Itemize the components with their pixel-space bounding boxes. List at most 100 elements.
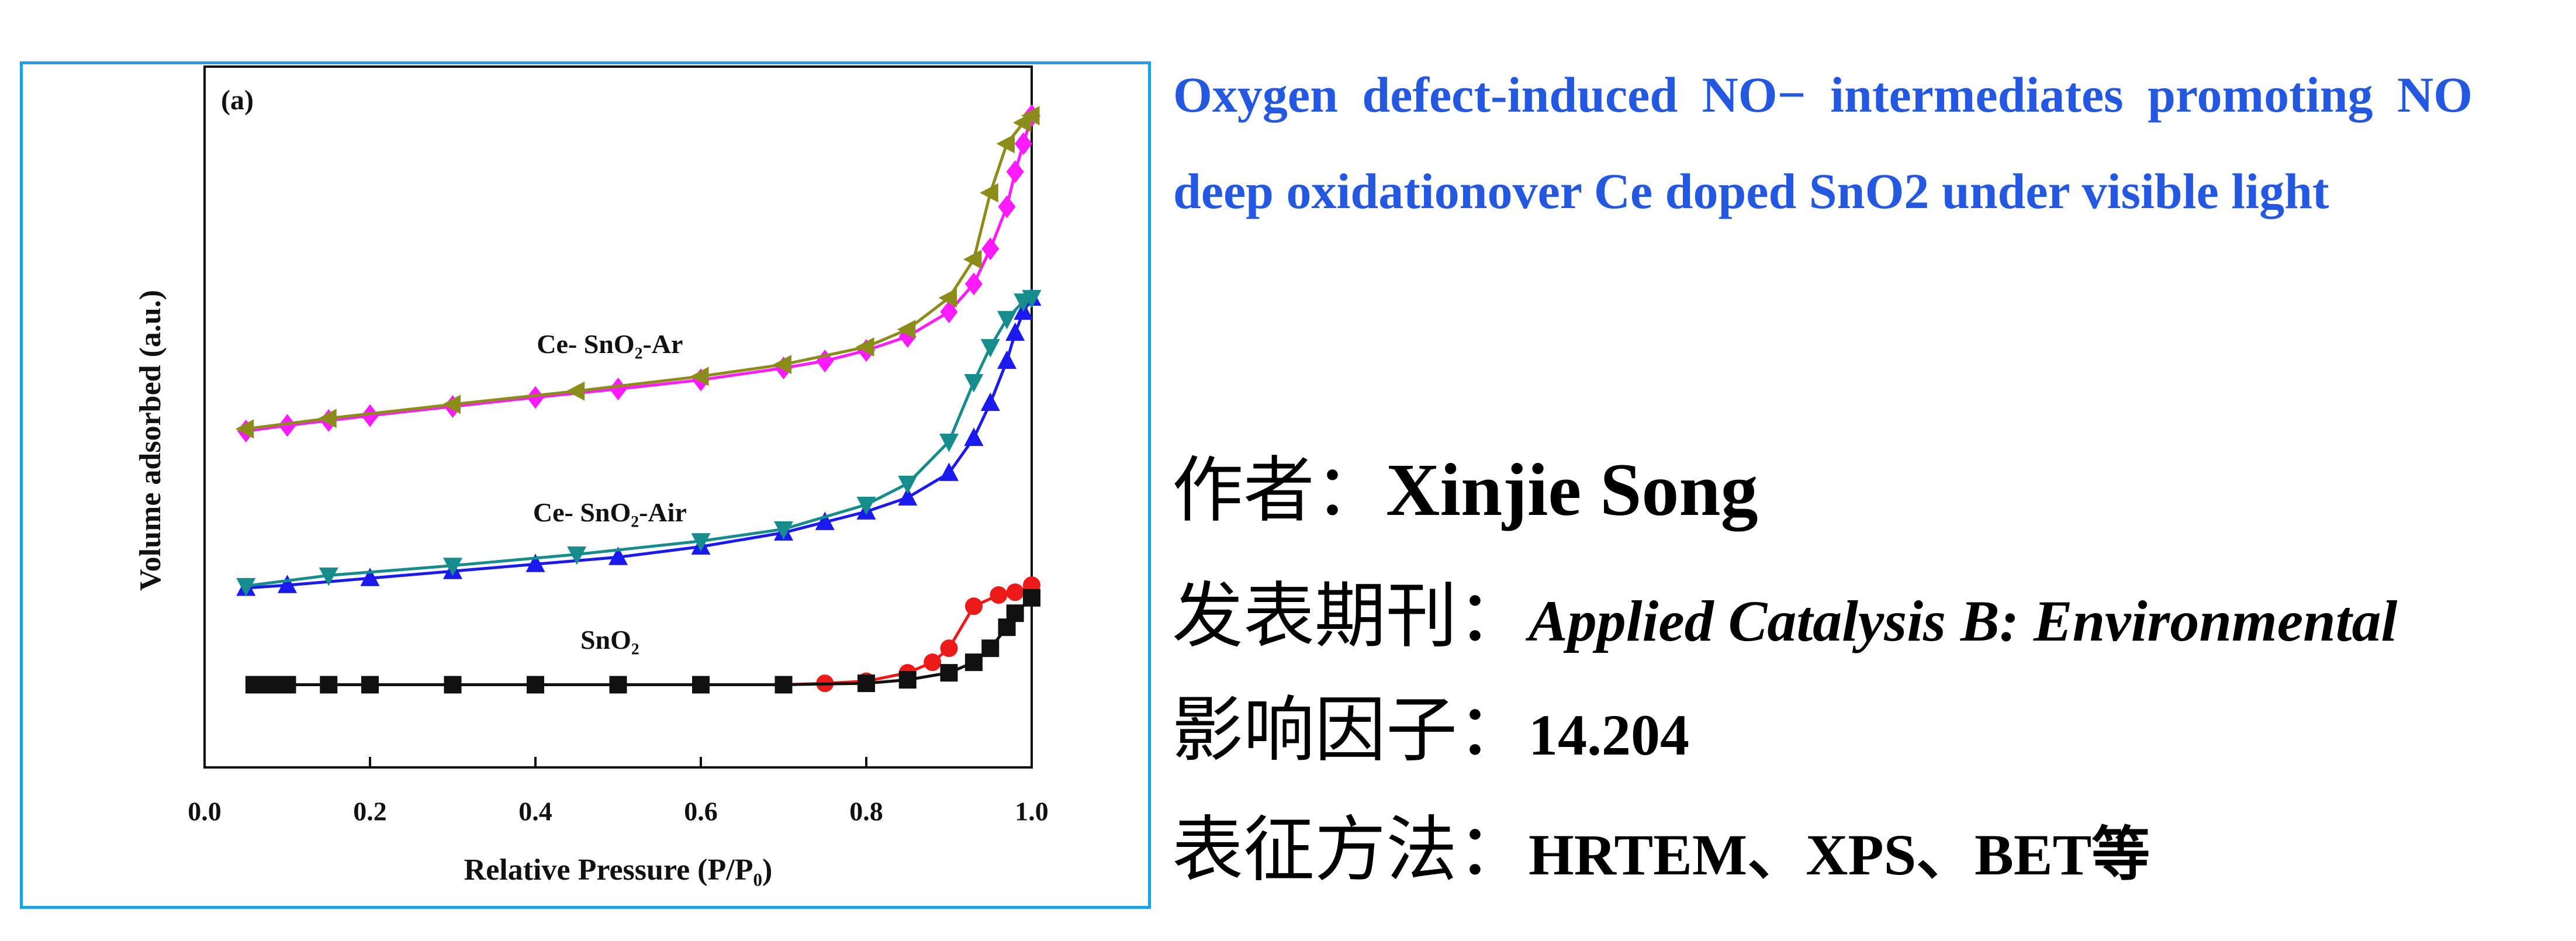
marker [964,597,983,615]
x-tick-label: 0.2 [353,797,387,826]
field-value: Xinjie Song [1386,448,1758,531]
field-value: HRTEM、XPS、BET等 [1529,822,2150,887]
series-line [246,115,1033,431]
marker [278,414,296,437]
marker [443,558,462,576]
marker [816,350,834,373]
marker [236,577,256,597]
marker [320,676,338,694]
panel-label: (a) [221,85,254,116]
marker [940,300,958,324]
field-label: 影响因子： [1172,691,1529,770]
marker [897,320,916,340]
marker [1014,132,1032,155]
field: 影响因子：14.204 [1172,672,1689,776]
marker [318,409,337,428]
marker [856,496,876,516]
marker [980,339,1000,358]
field-value: Applied Catalysis B: Environmental [1529,589,2398,653]
field-label: 发表期刊： [1172,577,1529,656]
marker [964,272,983,296]
paper-title: Oxygen defect-induced NO− intermediates … [1173,67,2473,219]
field: 表征方法：HRTEM、XPS、BET等 [1172,792,2150,895]
marker [1006,160,1024,184]
plot-frame [203,65,1033,769]
marker [567,546,587,565]
marker [608,546,628,565]
marker [1006,583,1024,601]
marker [990,586,1008,604]
marker [964,374,984,393]
field-label: 作者： [1172,452,1386,531]
marker [998,195,1016,219]
marker [609,378,627,401]
field-value: 14.204 [1529,703,1689,767]
marker [938,288,957,308]
y-axis-label: Volume adsorbed (a.u.) [134,290,167,591]
marker [262,676,280,694]
x-tick-label: 0.6 [684,797,718,826]
marker [245,676,263,694]
field: 作者：Xinjie Song [1172,433,1758,536]
marker [527,676,544,694]
marker [981,639,1000,658]
series-label: Ce- SnO₂-Ar [537,329,683,359]
marker [1021,106,1040,126]
series-label: SnO₂ [580,625,639,655]
marker [361,676,379,694]
marker [997,311,1017,330]
marker [856,337,874,357]
marker [964,427,984,446]
marker [235,419,254,439]
marker [566,381,585,401]
field-label: 表征方法： [1172,811,1529,890]
marker [1023,589,1040,607]
marker [444,676,462,694]
marker [774,676,793,694]
marker [525,553,545,572]
marker [898,487,918,506]
marker [1005,322,1025,341]
marker [963,250,982,269]
marker [442,395,461,414]
x-axis-label: Relative Pressure (P/P₀) [464,853,773,887]
marker [774,521,793,540]
marker [980,183,998,203]
marker [996,134,1015,154]
marker [609,676,627,694]
marker [360,568,380,586]
x-tick-label: 0.0 [188,797,222,826]
marker [1006,604,1024,622]
marker [939,433,959,452]
marker [898,671,917,689]
marker [898,475,918,494]
marker [691,533,711,552]
chart: (a) Relative Pressure (P/P₀) Volume adsorb… [20,61,1151,909]
series-label: Ce- SnO₂-Air [533,497,687,527]
marker [981,237,1000,261]
marker [815,511,835,530]
marker [924,653,942,672]
marker [278,676,296,694]
x-tick-label: 0.8 [849,797,883,826]
marker [361,404,379,427]
marker [964,653,983,672]
marker [980,392,1000,411]
marker [692,676,710,694]
field: 发表期刊：Applied Catalysis B: Environmental [1172,558,2397,662]
marker [773,355,791,375]
marker [319,567,338,586]
marker [940,639,958,658]
marker [940,664,958,682]
marker [527,386,544,409]
frame [20,61,1151,909]
marker [278,575,297,593]
marker [690,366,709,386]
marker [939,462,959,481]
x-tick-label: 0.4 [518,797,552,826]
x-tick-label: 1.0 [1015,797,1049,826]
marker [857,674,875,693]
marker [1022,290,1042,309]
marker [997,350,1017,369]
